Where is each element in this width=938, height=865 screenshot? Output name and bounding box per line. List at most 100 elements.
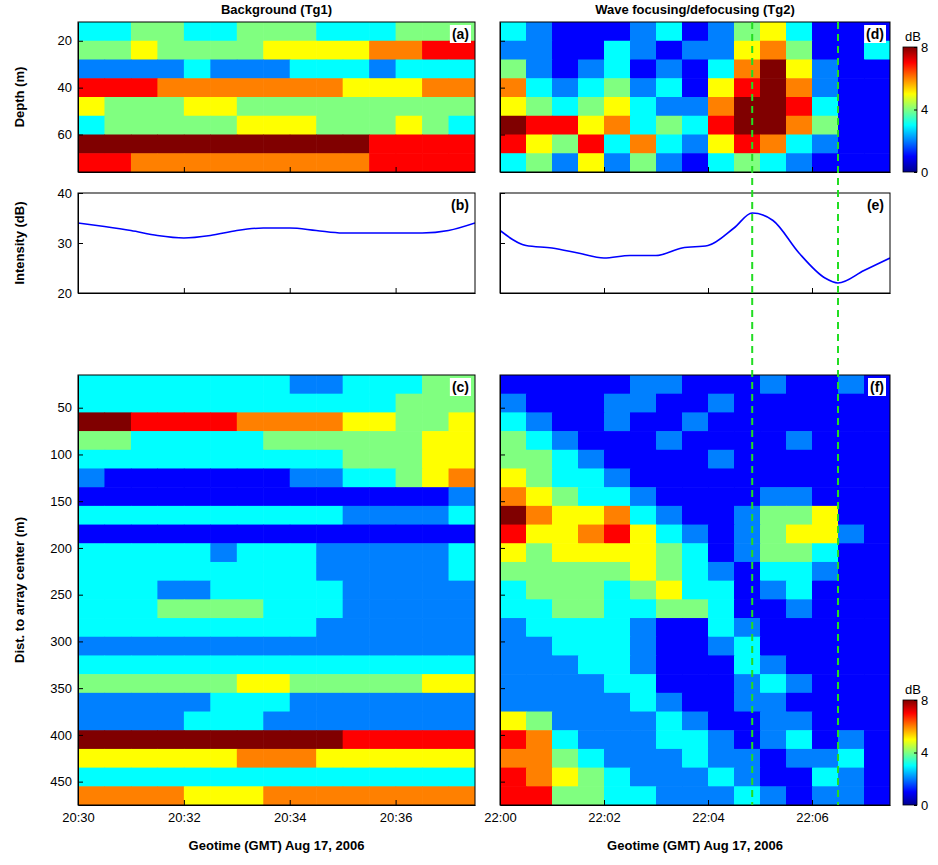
panel-label: (e): [867, 197, 884, 213]
heatmap-cell: [396, 22, 423, 41]
heatmap-cell: [760, 674, 787, 693]
heatmap-cell: [656, 375, 683, 394]
heatmap-cell: [656, 41, 683, 60]
heatmap-cell: [734, 525, 761, 544]
heatmap-cell: [500, 730, 527, 749]
axis-title: Intensity (dB): [12, 201, 27, 284]
tick-label: 8: [921, 40, 928, 55]
heatmap-cell: [682, 637, 709, 656]
heatmap-cell: [237, 749, 264, 768]
heatmap-cell: [578, 506, 605, 525]
heatmap-cell: [838, 116, 865, 135]
panel-label-group: (d): [864, 25, 886, 43]
heatmap-cell: [396, 712, 423, 731]
heatmap-cell: [526, 655, 553, 674]
heatmap-cell: [237, 730, 264, 749]
heatmap-cell: [316, 525, 343, 544]
heatmap-cell: [316, 506, 343, 525]
heatmap-cell: [290, 153, 317, 172]
heatmap-cell: [157, 394, 184, 413]
heatmap-cell: [838, 153, 865, 172]
heatmap-cell: [290, 412, 317, 431]
heatmap-cell: [630, 637, 657, 656]
heatmap-cell: [500, 618, 527, 637]
heatmap-cell: [604, 78, 631, 97]
heatmap-cell: [708, 599, 735, 618]
heatmap-cell: [237, 786, 264, 805]
heatmap-cell: [630, 153, 657, 172]
heatmap-cell: [316, 153, 343, 172]
heatmap-cell: [263, 394, 290, 413]
heatmap-cell: [838, 543, 865, 562]
heatmap-cell: [630, 543, 657, 562]
heatmap-cell: [500, 581, 527, 600]
heatmap-cell: [526, 525, 553, 544]
heatmap-cell: [838, 674, 865, 693]
heatmap-cell: [449, 412, 475, 431]
heatmap-cell: [396, 431, 423, 450]
heatmap-cell: [838, 712, 865, 731]
heatmap-cell: [630, 786, 657, 805]
heatmap-cell: [104, 41, 131, 60]
heatmap-cell: [682, 450, 709, 469]
heatmap-cell: [864, 712, 890, 731]
heatmap-cell: [708, 637, 735, 656]
heatmap-cell: [422, 674, 449, 693]
heatmap-cell: [786, 712, 813, 731]
heatmap-cell: [369, 543, 396, 562]
heatmap-cell: [343, 674, 370, 693]
figure: 204060Background (Tg1)Depth (m)(a)203040…: [0, 0, 938, 865]
heatmap-cell: [396, 768, 423, 787]
heatmap-cell: [526, 135, 553, 154]
heatmap-cell: [604, 116, 631, 135]
heatmap-cell: [838, 768, 865, 787]
heatmap-cell: [656, 450, 683, 469]
heatmap-cell: [526, 431, 553, 450]
heatmap-cell: [78, 22, 105, 41]
heatmap-cell: [449, 135, 475, 154]
tick-label: 350: [50, 681, 72, 696]
heatmap-cell: [760, 768, 787, 787]
heatmap-cell: [449, 116, 475, 135]
heatmap-cell: [422, 599, 449, 618]
tick: [184, 288, 185, 293]
heatmap-cell: [237, 375, 264, 394]
heatmap-cell: [369, 786, 396, 805]
heatmap-cell: [184, 618, 211, 637]
tick-mark: [812, 800, 813, 805]
heatmap-cell: [263, 506, 290, 525]
heatmap-cell: [500, 768, 527, 787]
axis-line: [78, 376, 79, 806]
heatmap-cell: [78, 749, 105, 768]
heatmap-cell: [578, 153, 605, 172]
heatmap-cell: [78, 618, 105, 637]
panel: 20:3020:3220:3420:3650100150200250300350…: [12, 375, 476, 853]
heatmap-cell: [290, 41, 317, 60]
heatmap-cell: [786, 60, 813, 79]
heatmap-cell: [708, 60, 735, 79]
tick-label: 450: [50, 774, 72, 789]
heatmap-cell: [290, 786, 317, 805]
heatmap-cell: [578, 525, 605, 544]
heatmap-cell: [682, 749, 709, 768]
heatmap-cell: [263, 487, 290, 506]
heatmap-cell: [104, 618, 131, 637]
heatmap-cell: [343, 78, 370, 97]
heatmap-cell: [708, 41, 735, 60]
heatmap-cell: [210, 450, 237, 469]
heatmap-cell: [343, 543, 370, 562]
heatmap-cell: [343, 487, 370, 506]
heatmap-cell: [157, 543, 184, 562]
heatmap-cell: [449, 450, 475, 469]
heatmap-cell: [449, 22, 475, 41]
heatmap-cell: [210, 693, 237, 712]
heatmap-cell: [760, 599, 787, 618]
heatmap-cell: [422, 431, 449, 450]
heatmap-cell: [682, 394, 709, 413]
heatmap-cell: [812, 78, 839, 97]
heatmap-cell: [78, 60, 105, 79]
heatmap-cell: [526, 60, 553, 79]
heatmap-cell: [604, 655, 631, 674]
heatmap-cell: [734, 487, 761, 506]
axis-line: [501, 293, 891, 294]
